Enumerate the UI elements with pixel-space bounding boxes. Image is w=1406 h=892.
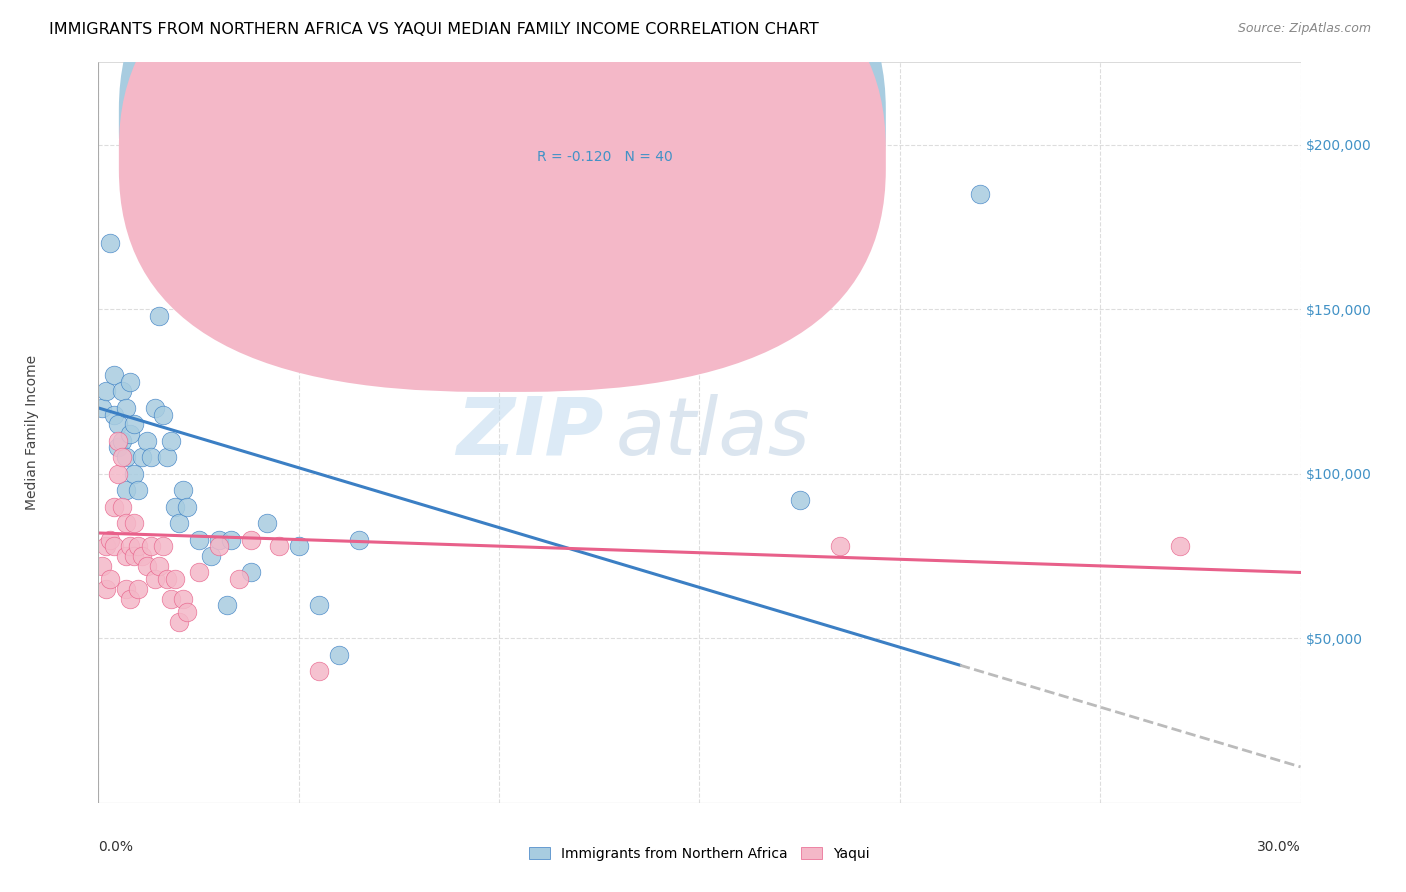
Point	[124, 516, 146, 530]
Text: ZIP: ZIP	[456, 393, 603, 472]
Point	[107, 434, 129, 448]
Point	[1170, 539, 1192, 553]
Point	[131, 450, 153, 465]
FancyBboxPatch shape	[120, 0, 886, 392]
Point	[100, 236, 122, 251]
Point	[107, 417, 129, 432]
Point	[208, 539, 231, 553]
Point	[152, 408, 174, 422]
Text: Source: ZipAtlas.com: Source: ZipAtlas.com	[1237, 22, 1371, 36]
Point	[159, 434, 181, 448]
Point	[163, 500, 186, 514]
Text: 0.0%: 0.0%	[98, 840, 134, 854]
Point	[111, 434, 134, 448]
Point	[172, 591, 194, 606]
Point	[159, 591, 181, 606]
Point	[256, 516, 278, 530]
FancyBboxPatch shape	[465, 95, 814, 192]
Point	[100, 533, 122, 547]
Point	[103, 408, 125, 422]
Point	[288, 539, 311, 553]
Point	[120, 591, 142, 606]
Point	[152, 539, 174, 553]
Point	[139, 450, 162, 465]
Point	[228, 572, 250, 586]
Point	[187, 566, 209, 580]
Point	[124, 549, 146, 563]
Point	[115, 549, 138, 563]
FancyBboxPatch shape	[120, 0, 886, 353]
Point	[139, 539, 162, 553]
Point	[120, 427, 142, 442]
Point	[115, 450, 138, 465]
Point	[239, 533, 262, 547]
Point	[111, 500, 134, 514]
Point	[124, 467, 146, 481]
Text: R = -0.493   N = 42: R = -0.493 N = 42	[537, 113, 673, 128]
Point	[115, 582, 138, 596]
Point	[200, 549, 222, 563]
Point	[91, 401, 114, 415]
Point	[111, 384, 134, 399]
Point	[219, 533, 242, 547]
Point	[103, 500, 125, 514]
Point	[155, 450, 177, 465]
Legend: Immigrants from Northern Africa, Yaqui: Immigrants from Northern Africa, Yaqui	[523, 841, 876, 866]
Text: 30.0%: 30.0%	[1257, 840, 1301, 854]
Point	[789, 493, 811, 508]
Point	[91, 558, 114, 573]
Point	[347, 533, 370, 547]
Point	[308, 664, 330, 678]
Point	[148, 309, 170, 323]
Point	[172, 483, 194, 498]
Point	[187, 533, 209, 547]
Point	[103, 368, 125, 382]
Point	[167, 615, 190, 629]
Point	[115, 516, 138, 530]
Point	[128, 483, 150, 498]
Point	[208, 533, 231, 547]
Text: R = -0.120   N = 40: R = -0.120 N = 40	[537, 150, 673, 164]
Point	[115, 401, 138, 415]
Point	[128, 582, 150, 596]
Point	[96, 582, 118, 596]
Point	[124, 417, 146, 432]
Point	[100, 572, 122, 586]
Point	[969, 187, 991, 202]
Text: atlas: atlas	[616, 393, 810, 472]
Point	[96, 539, 118, 553]
Point	[267, 539, 290, 553]
Point	[308, 599, 330, 613]
Point	[120, 539, 142, 553]
Point	[135, 558, 157, 573]
Point	[828, 539, 851, 553]
Point	[131, 549, 153, 563]
Point	[143, 401, 166, 415]
Text: Median Family Income: Median Family Income	[25, 355, 39, 510]
Point	[167, 516, 190, 530]
Point	[128, 539, 150, 553]
Point	[176, 605, 198, 619]
Point	[103, 539, 125, 553]
Text: IMMIGRANTS FROM NORTHERN AFRICA VS YAQUI MEDIAN FAMILY INCOME CORRELATION CHART: IMMIGRANTS FROM NORTHERN AFRICA VS YAQUI…	[49, 22, 818, 37]
Point	[148, 558, 170, 573]
Point	[135, 434, 157, 448]
Point	[163, 572, 186, 586]
Point	[120, 375, 142, 389]
Point	[107, 441, 129, 455]
Point	[107, 467, 129, 481]
Point	[111, 450, 134, 465]
Point	[143, 572, 166, 586]
Point	[328, 648, 350, 662]
Point	[115, 483, 138, 498]
Point	[176, 500, 198, 514]
Point	[155, 572, 177, 586]
Point	[215, 599, 238, 613]
Point	[96, 384, 118, 399]
Point	[239, 566, 262, 580]
